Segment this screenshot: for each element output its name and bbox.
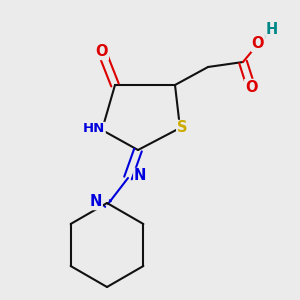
Text: N: N (90, 194, 102, 209)
Text: O: O (96, 44, 108, 59)
Text: O: O (245, 80, 257, 94)
Text: N: N (134, 169, 146, 184)
Text: HN: HN (83, 122, 105, 136)
Text: O: O (252, 37, 264, 52)
Text: S: S (177, 121, 187, 136)
Text: H: H (266, 22, 278, 38)
